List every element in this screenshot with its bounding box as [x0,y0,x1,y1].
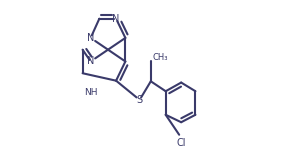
Text: Cl: Cl [176,138,186,148]
Text: N: N [112,14,120,24]
Text: N: N [87,56,94,66]
Text: NH: NH [85,88,98,97]
Text: N: N [87,33,94,43]
Text: S: S [137,95,143,105]
Text: CH₃: CH₃ [152,53,168,62]
